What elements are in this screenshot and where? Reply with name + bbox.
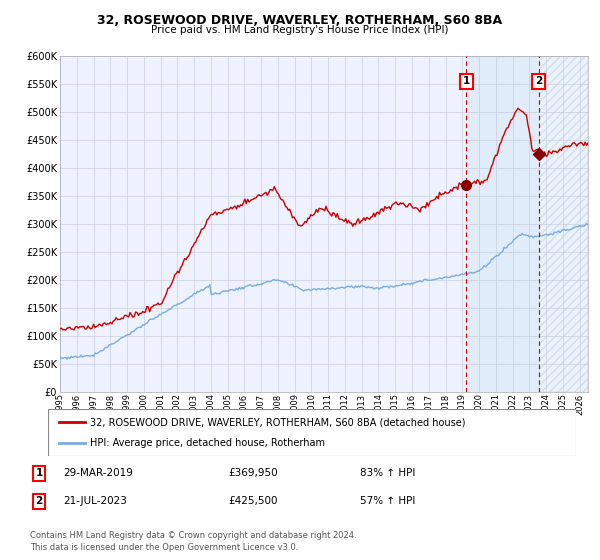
Text: HPI: Average price, detached house, Rotherham: HPI: Average price, detached house, Roth… xyxy=(90,438,325,448)
Text: 1: 1 xyxy=(463,76,470,86)
Bar xyxy=(466,56,588,392)
Text: Contains HM Land Registry data © Crown copyright and database right 2024.: Contains HM Land Registry data © Crown c… xyxy=(30,531,356,540)
Text: 57% ↑ HPI: 57% ↑ HPI xyxy=(360,496,415,506)
Text: 83% ↑ HPI: 83% ↑ HPI xyxy=(360,468,415,478)
Text: This data is licensed under the Open Government Licence v3.0.: This data is licensed under the Open Gov… xyxy=(30,543,298,552)
Text: 21-JUL-2023: 21-JUL-2023 xyxy=(63,496,127,506)
Text: Price paid vs. HM Land Registry's House Price Index (HPI): Price paid vs. HM Land Registry's House … xyxy=(151,25,449,35)
Text: £369,950: £369,950 xyxy=(228,468,278,478)
Text: 29-MAR-2019: 29-MAR-2019 xyxy=(63,468,133,478)
Bar xyxy=(539,56,588,392)
Text: 2: 2 xyxy=(35,496,43,506)
Text: 32, ROSEWOOD DRIVE, WAVERLEY, ROTHERHAM, S60 8BA (detached house): 32, ROSEWOOD DRIVE, WAVERLEY, ROTHERHAM,… xyxy=(90,417,466,427)
Text: 1: 1 xyxy=(35,468,43,478)
Text: 32, ROSEWOOD DRIVE, WAVERLEY, ROTHERHAM, S60 8BA: 32, ROSEWOOD DRIVE, WAVERLEY, ROTHERHAM,… xyxy=(97,14,503,27)
Text: £425,500: £425,500 xyxy=(228,496,277,506)
Text: 2: 2 xyxy=(535,76,542,86)
FancyBboxPatch shape xyxy=(48,409,576,456)
